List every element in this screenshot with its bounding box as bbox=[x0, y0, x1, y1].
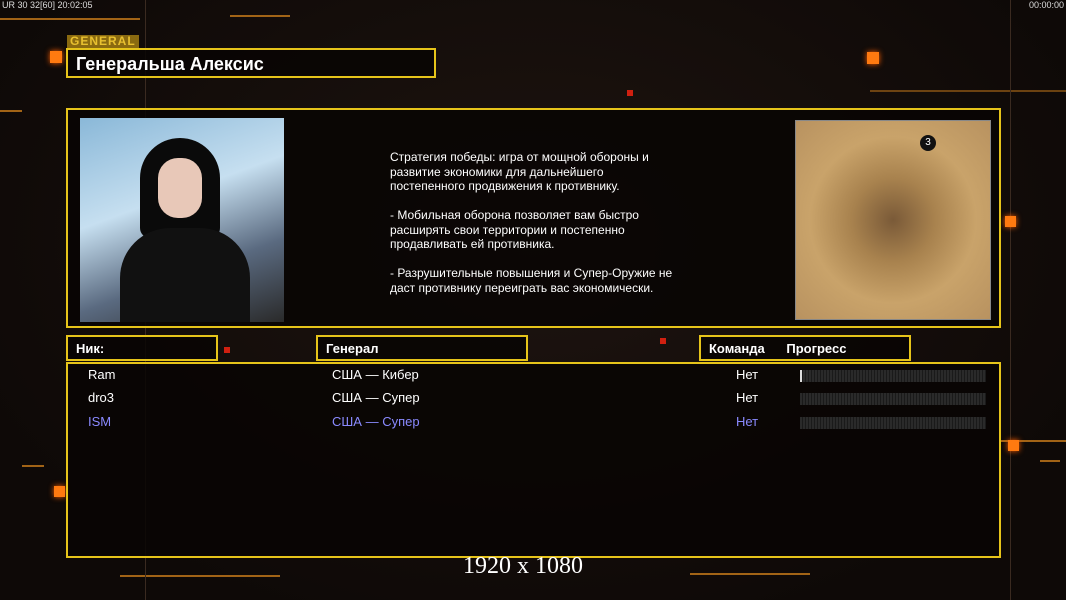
player-general[interactable]: США — Супер bbox=[332, 414, 420, 429]
player-team[interactable]: Нет bbox=[736, 390, 759, 405]
player-general[interactable]: США — Супер bbox=[332, 390, 420, 405]
column-team-progress: Команда Прогресс bbox=[699, 335, 911, 361]
player-row: dro3 США — Супер Нет bbox=[68, 390, 999, 410]
deco-line bbox=[1040, 460, 1060, 462]
player-nick: dro3 bbox=[88, 390, 115, 405]
deco-line bbox=[120, 575, 280, 577]
progress-bar bbox=[800, 370, 986, 382]
deco-line bbox=[0, 18, 140, 20]
player-general[interactable]: США — Кибер bbox=[332, 367, 419, 382]
general-info-panel: Стратегия победы: игра от мощной обороны… bbox=[66, 108, 1001, 328]
general-description: Стратегия победы: игра от мощной обороны… bbox=[390, 150, 673, 295]
column-team: Команда bbox=[709, 341, 765, 356]
player-nick: ISM bbox=[88, 414, 112, 429]
column-nick: Ник: bbox=[66, 335, 218, 361]
deco-line bbox=[0, 110, 22, 112]
deco-square bbox=[1008, 440, 1019, 451]
clock: 00:00:00 bbox=[1028, 0, 1064, 10]
deco-square bbox=[54, 486, 65, 497]
column-progress: Прогресс bbox=[786, 341, 847, 356]
player-team[interactable]: Нет bbox=[736, 367, 759, 382]
resolution-label: 1920 x 1080 bbox=[463, 553, 583, 579]
fps-readout: UR 30 32[60] 20:02:05 bbox=[2, 0, 93, 10]
deco-line bbox=[230, 15, 290, 17]
deco-square bbox=[1005, 216, 1016, 227]
progress-bar bbox=[800, 393, 986, 405]
deco-square bbox=[224, 347, 230, 353]
deco-line bbox=[1010, 0, 1011, 600]
player-list: Ram США — Кибер Нет dro3 США — Супер Нет… bbox=[66, 362, 1001, 558]
map-slot-badge: 3 bbox=[920, 135, 936, 151]
general-portrait bbox=[80, 118, 284, 322]
general-tag: GENERAL bbox=[67, 35, 139, 48]
deco-square bbox=[627, 90, 633, 96]
player-row-local: ISM США — Супер Нет bbox=[68, 414, 999, 434]
general-name: Генеральша Алексис bbox=[66, 48, 436, 78]
deco-line bbox=[870, 90, 1066, 92]
map-preview: 3 bbox=[795, 120, 991, 320]
progress-bar bbox=[800, 417, 986, 429]
player-row: Ram США — Кибер Нет bbox=[68, 367, 999, 387]
deco-square bbox=[867, 52, 879, 64]
deco-square bbox=[50, 51, 62, 63]
deco-line bbox=[1000, 440, 1066, 442]
player-team[interactable]: Нет bbox=[736, 414, 759, 429]
deco-line bbox=[690, 573, 810, 575]
deco-line bbox=[22, 465, 44, 467]
column-general: Генерал bbox=[316, 335, 528, 361]
deco-square bbox=[660, 338, 666, 344]
player-nick: Ram bbox=[88, 367, 116, 382]
